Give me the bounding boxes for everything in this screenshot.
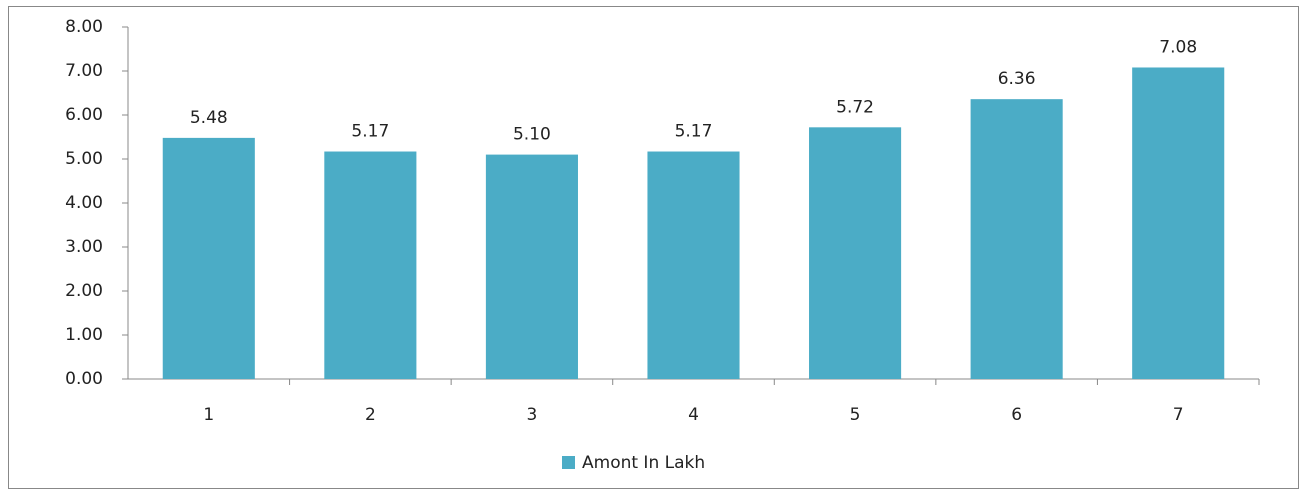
data-label: 5.17 xyxy=(675,122,713,142)
data-label: 5.72 xyxy=(836,97,874,117)
y-tick-label: 8.00 xyxy=(65,17,103,37)
data-label: 6.36 xyxy=(998,69,1036,89)
y-tick-label: 1.00 xyxy=(65,325,103,345)
y-tick-label: 5.00 xyxy=(65,149,103,169)
x-tick-label: 7 xyxy=(1173,405,1184,425)
y-tick-label: 0.00 xyxy=(65,369,103,389)
x-tick-label: 3 xyxy=(527,405,538,425)
data-label: 5.10 xyxy=(513,125,551,145)
bar xyxy=(485,154,578,379)
data-label: 5.17 xyxy=(351,122,389,142)
x-tick-label: 1 xyxy=(203,405,214,425)
x-tick-label: 2 xyxy=(365,405,376,425)
y-tick-label: 3.00 xyxy=(65,237,103,257)
y-tick-label: 6.00 xyxy=(65,105,103,125)
bar xyxy=(647,151,740,379)
legend-label: Amont In Lakh xyxy=(582,453,705,473)
x-tick-label: 5 xyxy=(850,405,861,425)
x-tick-label: 4 xyxy=(688,405,699,425)
data-label: 5.48 xyxy=(190,108,228,128)
data-label: 7.08 xyxy=(1159,37,1197,57)
bar xyxy=(1132,67,1225,379)
bar xyxy=(970,99,1063,379)
y-tick-label: 7.00 xyxy=(65,61,103,81)
bar xyxy=(324,151,417,379)
bar xyxy=(162,137,255,379)
legend-swatch xyxy=(562,456,575,469)
y-tick-label: 2.00 xyxy=(65,281,103,301)
y-tick-label: 4.00 xyxy=(65,193,103,213)
bar xyxy=(809,127,902,379)
x-tick-label: 6 xyxy=(1011,405,1022,425)
